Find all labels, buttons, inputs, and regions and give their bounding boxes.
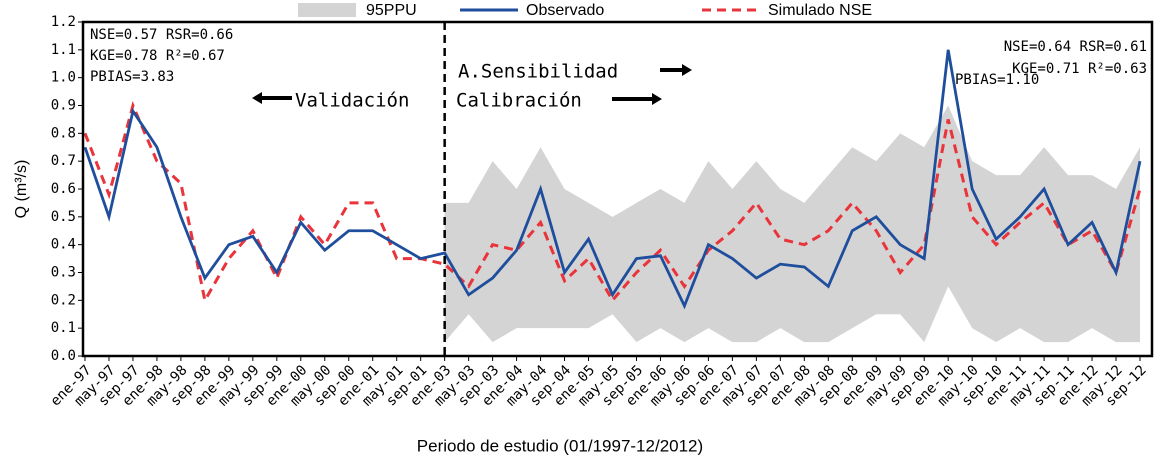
y-tick-label: 0.1: [51, 320, 76, 336]
calibration-label: Calibración: [456, 90, 582, 112]
y-tick-label: 0.0: [51, 348, 76, 364]
x-axis-label: Periodo de estudio (01/1997-12/2012): [417, 436, 703, 455]
sensitivity-label: A.Sensibilidad: [458, 61, 618, 83]
y-tick-label: 0.6: [51, 181, 76, 197]
y-tick-label: 0.7: [51, 153, 76, 169]
arrow: [660, 64, 692, 76]
y-tick-label: 0.4: [51, 237, 76, 253]
y-axis-label: Q (m³/s): [13, 160, 30, 219]
arrow: [252, 92, 292, 104]
legend-label: Observado: [526, 2, 604, 19]
y-tick-label: 1.2: [51, 14, 76, 30]
ppu-band: [444, 105, 1141, 343]
stat-text: KGE=0.71 R²=0.63: [1012, 61, 1147, 77]
arrow: [612, 93, 662, 105]
y-tick-label: 0.9: [51, 98, 76, 114]
plot-area: [83, 49, 1142, 343]
y-tick-label: 1.0: [51, 70, 76, 86]
annotations: NSE=0.57 RSR=0.66 KGE=0.78 R²=0.67 PBIAS…: [90, 27, 1147, 112]
y-tick-label: 0.5: [51, 209, 76, 225]
legend: 95PPU Observado Simulado NSE: [298, 2, 872, 19]
y-tick-label: 1.1: [51, 42, 76, 58]
y-tick-label: 0.2: [51, 292, 76, 308]
legend-label: Simulado NSE: [768, 2, 872, 19]
stat-text: NSE=0.64 RSR=0.61: [1004, 39, 1147, 55]
validation-label: Validación: [295, 90, 409, 112]
y-tick-label: 0.3: [51, 265, 76, 281]
stat-text: PBIAS=3.83: [90, 69, 174, 85]
stat-text: KGE=0.78 R²=0.67: [90, 48, 225, 64]
stat-text: PBIAS=1.10: [955, 72, 1039, 88]
series-line: [83, 49, 1142, 310]
legend-swatch: [298, 3, 356, 17]
y-tick-label: 0.8: [51, 125, 76, 141]
legend-label: 95PPU: [366, 2, 417, 19]
stat-text: NSE=0.57 RSR=0.66: [90, 27, 233, 43]
